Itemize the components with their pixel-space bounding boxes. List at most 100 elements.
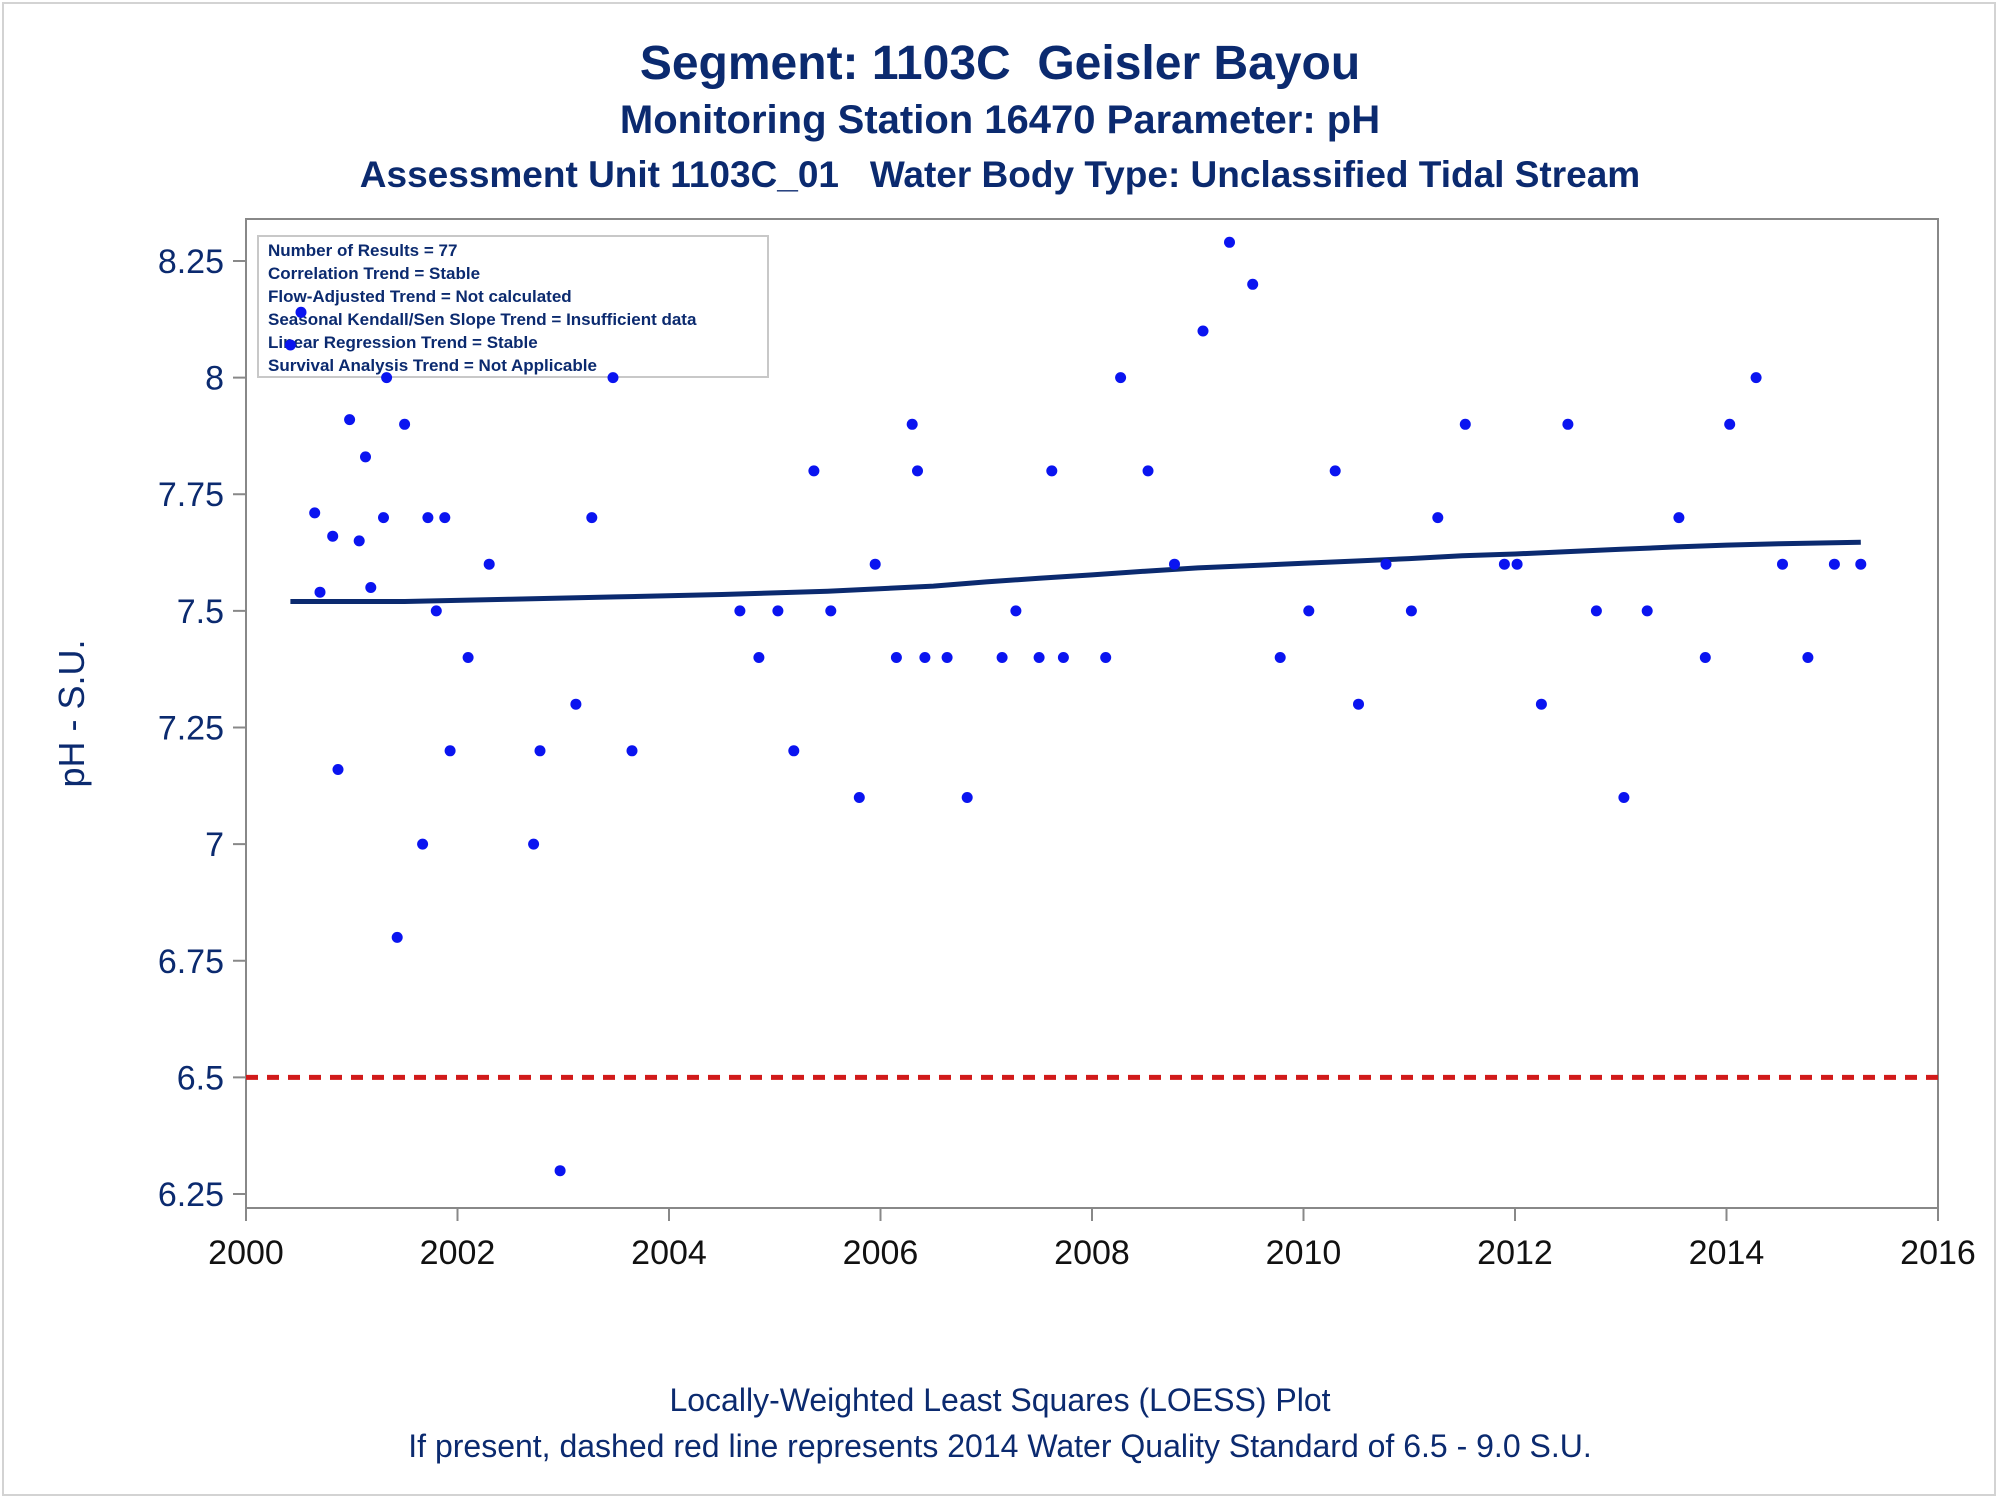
stats-line: Linear Regression Trend = Stable — [268, 333, 538, 352]
data-point — [417, 838, 429, 850]
footnote-loess: Locally-Weighted Least Squares (LOESS) P… — [669, 1382, 1331, 1418]
data-point — [869, 558, 881, 570]
y-tick-label: 8.25 — [158, 243, 224, 281]
footnote-standard: If present, dashed red line represents 2… — [408, 1428, 1592, 1464]
data-point — [1100, 652, 1112, 663]
data-point — [1303, 605, 1315, 617]
data-point — [1432, 512, 1444, 524]
data-point — [528, 838, 540, 850]
data-point — [422, 512, 434, 524]
data-point — [788, 745, 800, 757]
data-point — [570, 698, 582, 710]
data-point — [430, 605, 442, 617]
data-point — [439, 512, 451, 524]
x-tick-label: 2000 — [208, 1234, 284, 1272]
x-tick-label: 2008 — [1054, 1234, 1130, 1272]
data-point — [1699, 652, 1711, 663]
data-point — [462, 652, 474, 663]
data-point — [309, 507, 321, 519]
data-point — [1353, 698, 1364, 710]
data-point — [295, 306, 307, 318]
data-point — [1828, 558, 1840, 570]
data-point — [1641, 605, 1653, 617]
data-point — [444, 745, 456, 757]
data-point — [365, 582, 377, 593]
chart-subtitle: Monitoring Station 16470 Parameter: pH — [619, 98, 1381, 142]
data-point — [344, 414, 356, 426]
data-point — [912, 465, 923, 477]
data-point — [1459, 418, 1471, 430]
data-point — [1562, 418, 1574, 430]
data-point — [825, 605, 837, 617]
data-point — [1057, 652, 1069, 663]
data-point — [327, 530, 339, 542]
data-point — [399, 418, 411, 430]
data-point — [1247, 278, 1259, 290]
data-point — [554, 1165, 566, 1177]
data-point — [853, 792, 865, 803]
data-point — [353, 535, 365, 547]
data-point — [996, 652, 1008, 663]
data-point — [1142, 465, 1154, 477]
data-point — [1590, 605, 1602, 617]
data-point — [483, 558, 495, 570]
data-point — [1197, 325, 1209, 337]
stats-line: Survival Analysis Trend = Not Applicable — [268, 356, 597, 375]
data-point — [607, 372, 619, 384]
y-tick-label: 8 — [205, 360, 224, 398]
data-point — [586, 512, 598, 524]
y-tick-label: 6.75 — [158, 943, 224, 981]
y-tick-label: 7.5 — [177, 593, 224, 631]
stats-line: Number of Results = 77 — [268, 241, 457, 260]
data-point — [734, 605, 746, 617]
data-point — [1329, 465, 1341, 477]
stats-line: Flow-Adjusted Trend = Not calculated — [268, 287, 572, 306]
chart-title: Segment: 1103C Geisler Bayou — [639, 37, 1361, 90]
data-point — [772, 605, 784, 617]
chart-subtitle-2: Assessment Unit 1103C_01 Water Body Type… — [359, 154, 1641, 195]
data-point — [534, 745, 546, 757]
data-point — [1274, 652, 1286, 663]
x-tick-label: 2014 — [1689, 1234, 1765, 1272]
stats-box — [257, 235, 769, 378]
data-point — [906, 418, 918, 430]
data-point — [919, 652, 931, 663]
x-tick-label: 2002 — [420, 1234, 496, 1272]
data-point — [1618, 792, 1630, 803]
y-tick-label: 6.25 — [158, 1176, 224, 1214]
y-tick-label: 7 — [205, 826, 224, 864]
stats-line: Seasonal Kendall/Sen Slope Trend = Insuf… — [268, 310, 697, 329]
data-point — [1498, 558, 1510, 570]
data-point — [391, 931, 403, 943]
data-point — [890, 652, 902, 663]
y-tick-label: 6.5 — [177, 1059, 224, 1097]
data-point — [360, 451, 371, 463]
data-point — [1380, 558, 1392, 570]
data-point — [626, 745, 638, 757]
data-point — [1511, 558, 1523, 570]
x-tick-label: 2004 — [631, 1234, 707, 1272]
y-tick-label: 7.25 — [158, 709, 224, 747]
data-point — [1405, 605, 1417, 617]
x-tick-label: 2012 — [1477, 1234, 1553, 1272]
data-point — [1010, 605, 1022, 617]
data-point — [1115, 372, 1127, 384]
x-tick-label: 2016 — [1900, 1234, 1976, 1272]
data-point — [314, 586, 326, 598]
loess-line — [290, 539, 1861, 604]
data-point — [1535, 698, 1547, 710]
x-tick-label: 2010 — [1266, 1234, 1342, 1272]
data-point — [1224, 236, 1235, 248]
data-point — [284, 339, 296, 351]
data-point — [1169, 558, 1180, 570]
data-point — [1750, 372, 1762, 384]
data-point — [381, 372, 393, 384]
data-point — [1673, 512, 1685, 524]
data-point — [1777, 558, 1788, 570]
x-tick-label: 2006 — [843, 1234, 919, 1272]
data-point — [961, 792, 973, 803]
data-point — [808, 465, 820, 477]
data-point — [1855, 558, 1867, 570]
